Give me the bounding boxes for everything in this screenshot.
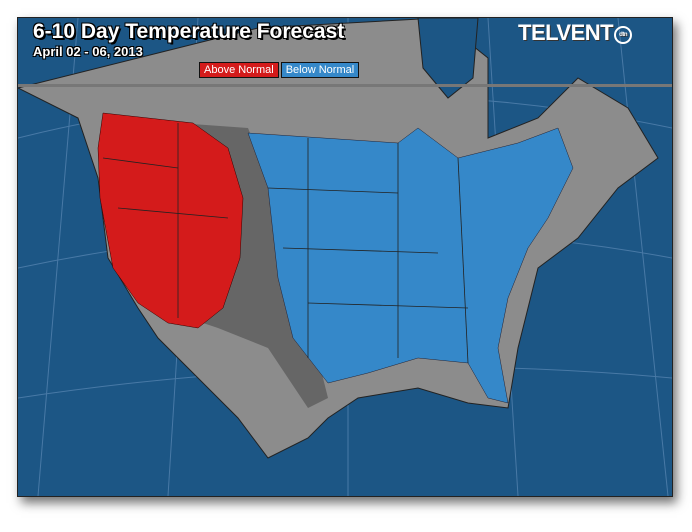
- logo-text: TELVENT: [518, 20, 614, 45]
- date-range: April 02 - 06, 2013: [33, 44, 143, 59]
- above-normal-region: [97, 112, 244, 329]
- hudson-bay: [417, 18, 479, 99]
- legend-below-normal: Below Normal: [280, 62, 360, 78]
- map: [18, 18, 672, 496]
- forecast-map-panel: 6-10 Day Temperature Forecast April 02 -…: [17, 17, 673, 497]
- legend-above-normal: Above Normal: [199, 62, 279, 78]
- legend: Above Normal Below Normal: [199, 62, 360, 78]
- telvent-logo: TELVENT dtn: [518, 20, 633, 46]
- header-divider: [18, 84, 672, 87]
- state-borders: [102, 123, 469, 364]
- dtn-badge-icon: dtn: [614, 26, 633, 44]
- map-title: 6-10 Day Temperature Forecast: [33, 20, 345, 43]
- below-normal-region: [247, 127, 574, 404]
